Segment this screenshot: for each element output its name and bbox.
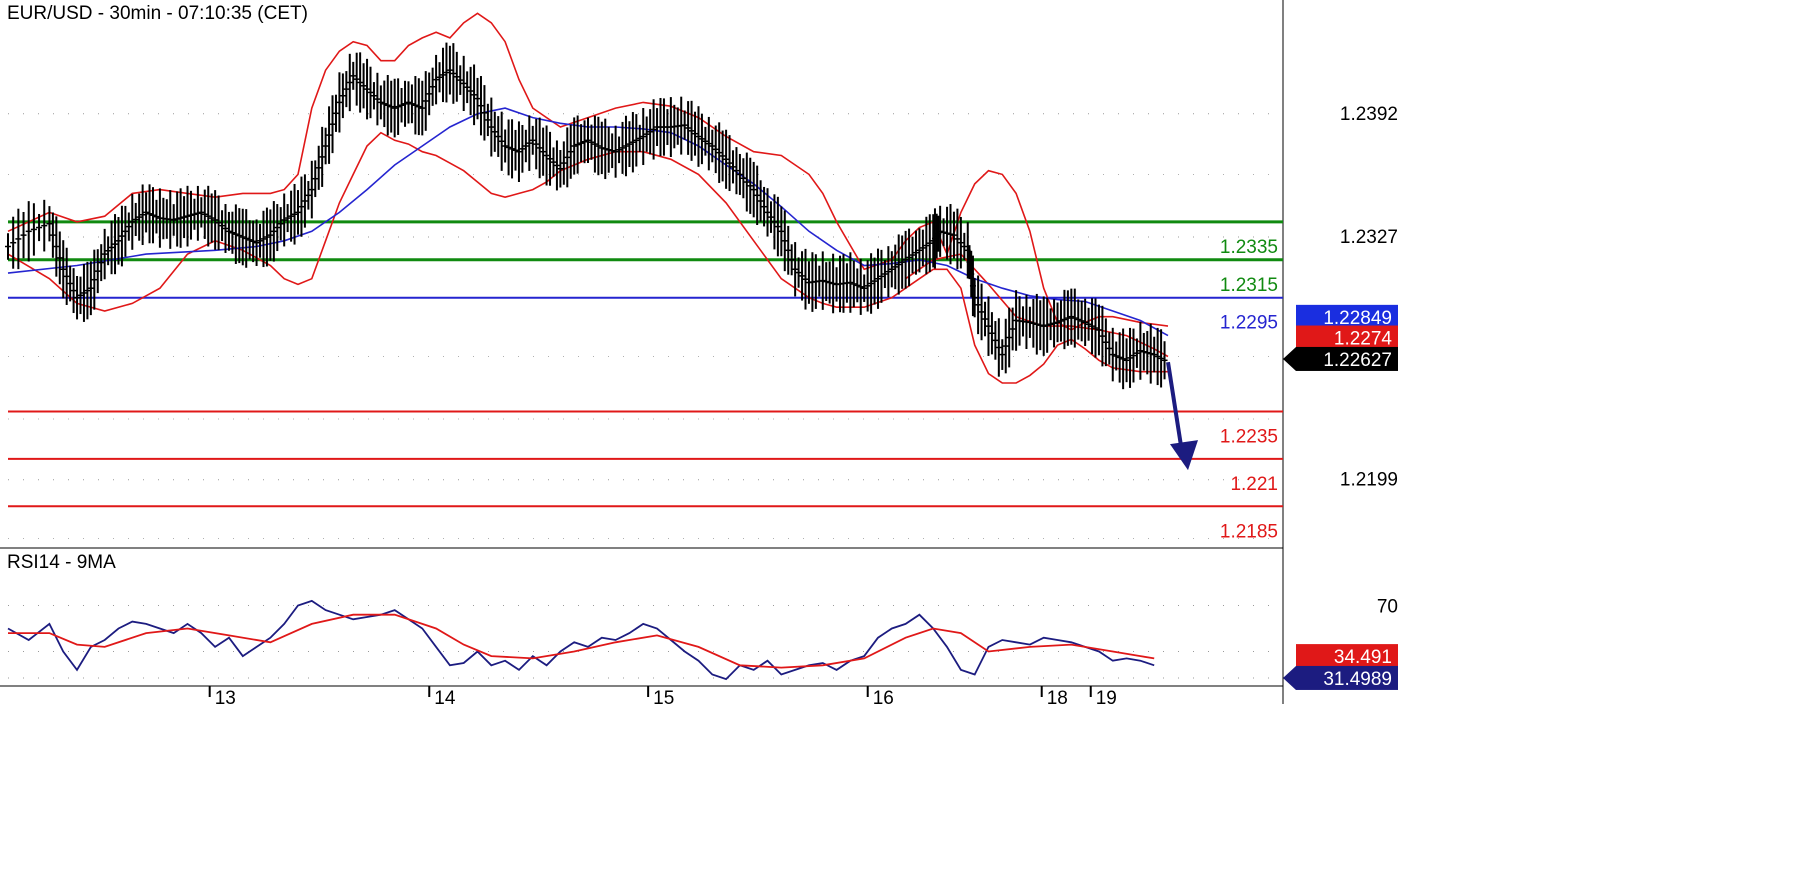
marker-tag <box>1296 346 1398 371</box>
rsi-chart-title: RSI14 - 9MA <box>7 552 116 573</box>
rsi-tick-label: 70 <box>1377 597 1398 618</box>
rsi-series-9ma <box>8 613 1155 669</box>
price-tick-label: 1.2392 <box>1340 104 1398 125</box>
rsi-marker-tag <box>1296 665 1398 690</box>
x-tick-label: 15 <box>653 688 674 709</box>
forecast-arrow-head-icon <box>1170 440 1198 471</box>
level-label: 1.2235 <box>1220 426 1278 447</box>
x-axis: 13 14 15 16 18 19 <box>0 685 1283 709</box>
level-label: 1.221 <box>1230 474 1278 495</box>
x-tick-label: 18 <box>1047 688 1068 709</box>
marker-tag <box>1296 325 1398 350</box>
marker-tag-label: 1.22627 <box>1323 350 1392 371</box>
x-tick-label: 19 <box>1096 688 1117 709</box>
rsi-series-rsi14 <box>7 599 1155 681</box>
marker-tag-label: 1.2274 <box>1334 329 1393 350</box>
price-chart-title: EUR/USD - 30min - 07:10:35 (CET) <box>7 3 308 24</box>
level-label: 1.2335 <box>1220 237 1278 258</box>
band-lower <box>7 131 1168 384</box>
marker-tag-label: 1.22849 <box>1323 308 1392 329</box>
price-panel: 1.2392 1.2327 1.2199 1.2335 1.2315 1.2295 1.22… <box>0 0 1398 704</box>
price-bars <box>5 42 1168 390</box>
rsi-marker-pointer-icon <box>1283 665 1296 690</box>
x-tick-label: 13 <box>215 688 236 709</box>
band-upper <box>7 12 1169 331</box>
marker-tag <box>1296 304 1398 329</box>
rsi-marker-tag-label: 34.491 <box>1334 647 1392 668</box>
rsi-marker-tag <box>1296 644 1398 669</box>
price-tick-label: 1.2327 <box>1340 227 1398 248</box>
x-tick-label: 14 <box>434 688 456 709</box>
price-tick-label: 1.2199 <box>1340 470 1398 491</box>
x-tick-label: 16 <box>873 688 894 709</box>
level-label: 1.2315 <box>1220 275 1278 296</box>
level-label: 1.2185 <box>1220 521 1278 542</box>
forecast-arrow-shaft <box>1166 361 1184 453</box>
marker-pointer-icon <box>1283 346 1296 371</box>
level-label: 1.2295 <box>1220 313 1278 334</box>
rsi-marker-tag-label: 31.4989 <box>1323 669 1392 690</box>
